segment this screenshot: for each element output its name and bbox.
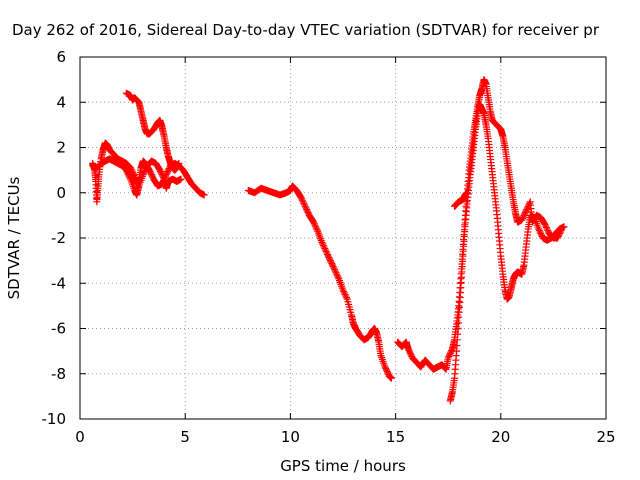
data-points — [89, 76, 568, 405]
series-markers — [89, 155, 185, 199]
series-markers — [394, 76, 566, 373]
y-tick-label: 6 — [56, 48, 66, 66]
series-markers — [446, 101, 568, 405]
y-tick-label: -8 — [51, 365, 66, 383]
y-tick-labels: -10 -8 -6 -4 -2 0 2 4 6 — [42, 48, 67, 428]
y-tick-label: 4 — [56, 93, 66, 111]
x-tick-label: 20 — [491, 428, 510, 446]
grid — [80, 57, 606, 419]
series-early-cluster-b — [89, 155, 185, 199]
x-tick-label: 10 — [281, 428, 300, 446]
x-tick-label: 15 — [386, 428, 405, 446]
series-late-track-c — [451, 189, 471, 210]
series-late-track-b — [446, 101, 568, 405]
x-tick-label: 5 — [180, 428, 190, 446]
series-early-cluster-c — [122, 89, 183, 174]
x-tick-label: 25 — [596, 428, 615, 446]
series-mid-track — [244, 182, 395, 382]
series-markers — [122, 89, 183, 174]
x-axis-label: GPS time / hours — [280, 457, 406, 475]
x-tick-label: 0 — [75, 428, 85, 446]
y-tick-label: -6 — [51, 320, 66, 338]
y-tick-label: 0 — [56, 184, 66, 202]
axis-ticks — [79, 56, 607, 420]
y-tick-label: -2 — [51, 229, 66, 247]
y-tick-label: -4 — [51, 274, 66, 292]
x-tick-labels: 0 5 10 15 20 25 — [75, 428, 615, 446]
chart-title: Day 262 of 2016, Sidereal Day-to-day VTE… — [12, 21, 600, 39]
series-markers — [89, 139, 208, 206]
y-tick-label: 2 — [56, 139, 66, 157]
y-tick-label: -10 — [42, 410, 67, 428]
y-axis-label: SDTVAR / TECUs — [5, 176, 23, 299]
series-early-cluster-a — [89, 139, 208, 206]
series-markers — [451, 189, 471, 210]
series-late-track — [394, 76, 566, 373]
series-markers — [244, 182, 395, 382]
